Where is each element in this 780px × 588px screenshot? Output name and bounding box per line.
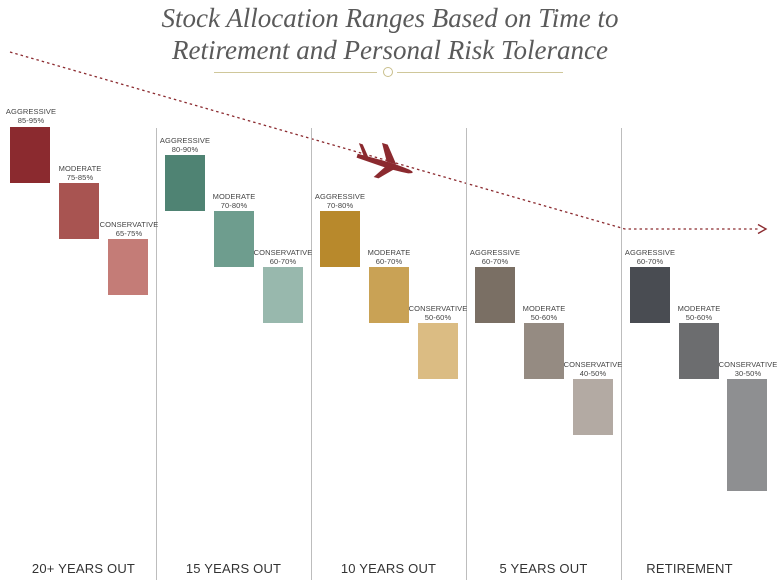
col2-conservative-bar	[263, 267, 303, 323]
col3-moderate-bar	[369, 267, 409, 323]
title-ornament-circle	[383, 67, 393, 77]
col2-conservative-label: CONSERVATIVE 60-70%	[253, 248, 313, 266]
col3-aggressive-bar	[320, 211, 360, 267]
airplane-icon	[356, 142, 413, 179]
column-label-15-years: 15 YEARS OUT	[185, 561, 282, 576]
col1-moderate-bar	[59, 183, 99, 239]
col5-conservative-label: CONSERVATIVE 30-50%	[718, 360, 778, 378]
title-line-2: Retirement and Personal Risk Tolerance	[172, 35, 608, 65]
col1-aggressive-bar	[10, 127, 50, 183]
column-label-retirement: RETIREMENT	[646, 561, 733, 576]
title-ornament-left-line	[214, 72, 377, 73]
col5-moderate-bar	[679, 323, 719, 379]
divider-2	[311, 128, 312, 580]
col2-moderate-label: MODERATE 70-80%	[212, 192, 256, 210]
divider-4	[621, 128, 622, 580]
glide-path-arrowhead	[757, 223, 768, 235]
col1-conservative-label: CONSERVATIVE 65-75%	[99, 220, 159, 238]
glide-path-line	[9, 51, 758, 230]
col5-aggressive-label: AGGRESSIVE 60-70%	[624, 248, 676, 266]
col5-moderate-label: MODERATE 50-60%	[677, 304, 721, 322]
col4-conservative-label: CONSERVATIVE 40-50%	[563, 360, 623, 378]
col4-moderate-bar	[524, 323, 564, 379]
col2-moderate-bar	[214, 211, 254, 267]
divider-1	[156, 128, 157, 580]
col5-conservative-bar	[727, 379, 767, 491]
col3-moderate-label: MODERATE 60-70%	[367, 248, 411, 266]
col3-conservative-bar	[418, 323, 458, 379]
title-line-1: Stock Allocation Ranges Based on Time to	[161, 3, 619, 33]
title-ornament-right-line	[397, 72, 563, 73]
col2-aggressive-label: AGGRESSIVE 80-90%	[159, 136, 211, 154]
col3-aggressive-label: AGGRESSIVE 70-80%	[314, 192, 366, 210]
col1-conservative-bar	[108, 239, 148, 295]
col5-aggressive-bar	[630, 267, 670, 323]
column-label-20-years: 20+ YEARS OUT	[31, 561, 136, 576]
col4-moderate-label: MODERATE 50-60%	[522, 304, 566, 322]
col1-aggressive-label: AGGRESSIVE 85-95%	[5, 107, 57, 125]
col1-moderate-label: MODERATE 75-85%	[58, 164, 102, 182]
divider-3	[466, 128, 467, 580]
column-label-10-years: 10 YEARS OUT	[340, 561, 437, 576]
col4-conservative-bar	[573, 379, 613, 435]
col4-aggressive-bar	[475, 267, 515, 323]
column-label-5-years: 5 YEARS OUT	[499, 561, 588, 576]
col4-aggressive-label: AGGRESSIVE 60-70%	[469, 248, 521, 266]
col3-conservative-label: CONSERVATIVE 50-60%	[408, 304, 468, 322]
col2-aggressive-bar	[165, 155, 205, 211]
